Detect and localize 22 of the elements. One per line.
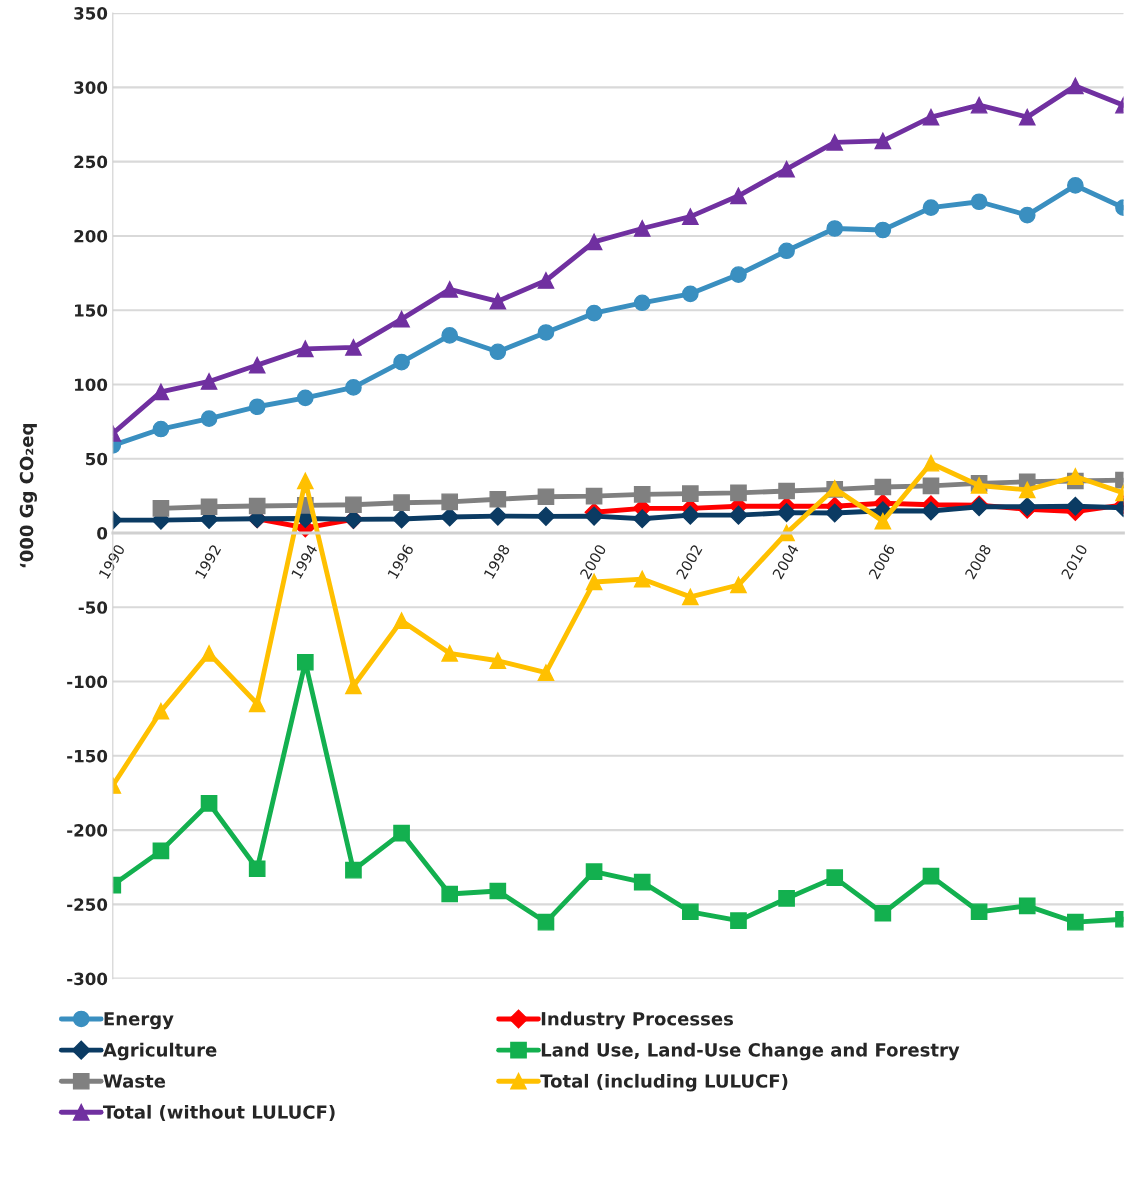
y-tick-label: -250	[67, 898, 108, 911]
y-tick-label: -300	[67, 972, 108, 986]
y-tick-label: 150	[75, 304, 108, 317]
legend-label: Waste	[103, 1074, 166, 1088]
legend-label: Total (without LULUCF)	[102, 1104, 335, 1121]
legend-label: Land Use, Land-Use Change and Forestry	[541, 1042, 960, 1061]
y-tick-label: 0	[97, 526, 108, 540]
y-tick-label: 200	[74, 229, 108, 243]
y-tick-label: 300	[74, 81, 108, 94]
y-tick-label: -200	[67, 824, 108, 837]
legend-label: Total (including LULUCF)	[540, 1073, 788, 1092]
y-tick-label: -150	[67, 749, 108, 763]
legend-label: Industry Processes	[541, 1011, 733, 1030]
y-tick-label: 350	[74, 7, 108, 20]
y-tick-label: -100	[67, 675, 108, 689]
y-axis-title: ‘000 Gg CO₂eq	[19, 424, 37, 568]
y-tick-label: 250	[74, 155, 108, 169]
y-tick-label: 100	[75, 378, 108, 392]
legend-label: Energy	[104, 1012, 174, 1030]
y-tick-label: 50	[86, 452, 108, 466]
legend-label: Agriculture	[102, 1042, 217, 1061]
y-tick-label: -50	[78, 601, 108, 614]
